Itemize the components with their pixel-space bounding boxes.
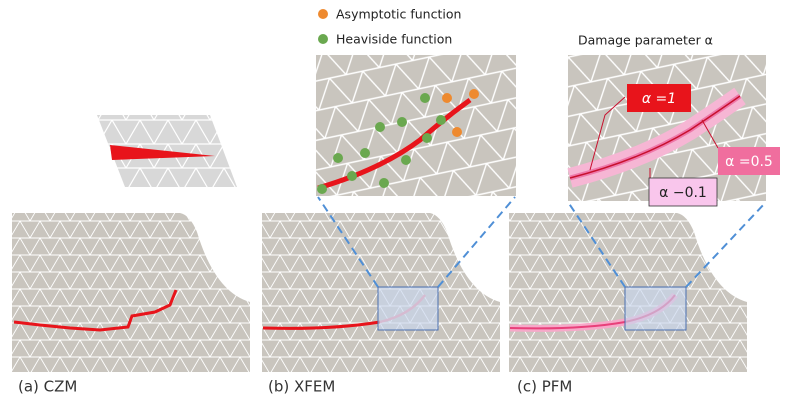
panel-xfem: [262, 197, 515, 372]
caption: (a) CZM: [18, 378, 77, 396]
alpha-label: α −0.1: [659, 185, 707, 201]
xfem-zoom: [316, 55, 516, 196]
alpha-label: α =0.5: [725, 154, 773, 170]
panel-czm: [12, 213, 250, 372]
caption: (c) PFM: [517, 378, 572, 396]
alpha-label: α =1: [642, 91, 676, 107]
legend-label: Asymptotic function: [336, 7, 461, 22]
figure: Asymptotic function Heaviside function D…: [0, 0, 795, 403]
legend-marker: [318, 34, 328, 44]
caption: (b) XFEM: [268, 378, 335, 396]
legend-label: Heaviside function: [336, 32, 452, 47]
panel-pfm: [509, 202, 766, 372]
legend-marker: [318, 9, 328, 19]
zoom-title: Damage parameter α: [578, 33, 713, 48]
